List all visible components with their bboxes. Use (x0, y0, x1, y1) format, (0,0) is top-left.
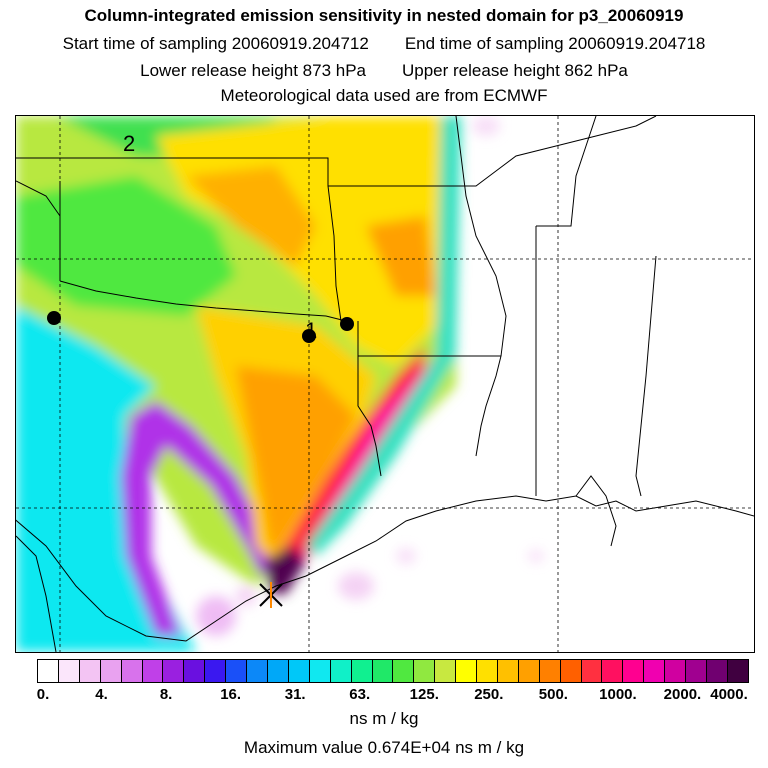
end-time: End time of sampling 20060919.204718 (404, 34, 706, 53)
colorbar-cell (539, 660, 561, 682)
colorbar-cell (560, 660, 582, 682)
colorbar-units: ns m / kg (349, 709, 419, 728)
colorbar-cell (497, 660, 519, 682)
colorbar-cell (602, 660, 624, 682)
boundary-ms-river (455, 116, 507, 357)
colorbar-cell (38, 660, 59, 682)
release-heights: Lower release height 873 hPa Upper releas… (0, 61, 768, 81)
colorbar-cell (163, 660, 185, 682)
station-marker-east (340, 317, 354, 331)
field-east-edge (306, 116, 461, 556)
colorbar-tick-label: 125. (409, 686, 439, 703)
colorbar-cell (351, 660, 373, 682)
field-green-west (16, 176, 236, 316)
colorbar-tick-label: 16. (220, 686, 242, 703)
field-dark-core (264, 546, 306, 594)
colorbar-cell (456, 660, 478, 682)
colorbar-cell (100, 660, 122, 682)
colorbar-tick-label: 31. (284, 686, 306, 703)
colorbar-cell (267, 660, 289, 682)
marker-label-2: 2 (123, 131, 135, 156)
colorbar-cell (623, 660, 645, 682)
colorbar-cell (184, 660, 206, 682)
boundary-ar-ms-top (536, 116, 597, 227)
upper-release-height: Upper release height 862 hPa (402, 61, 628, 80)
station-marker-west (47, 311, 61, 325)
colorbar-cell (226, 660, 248, 682)
boundary-ar-la (358, 355, 502, 457)
colorbar-cell (247, 660, 268, 682)
boundary-panhandle (16, 157, 329, 186)
colorbar-tick-label: 250. (474, 686, 504, 703)
colorbar-tick-label: 8. (159, 686, 173, 703)
colorbar-ticks: 0. 4. 8. 16. 31. 63. 125. 250. 500. 1000. 2000. 400… (37, 686, 749, 706)
colorbar-cell (686, 660, 707, 682)
field-magenta (121, 401, 276, 636)
start-time: Start time of sampling 20060919.204712 (62, 34, 369, 53)
boundary-red-river (59, 280, 347, 322)
field-orange-northeast (366, 216, 436, 296)
boundary-texas-west (16, 180, 61, 217)
colorbar-cell (581, 660, 603, 682)
colorbar-cell (518, 660, 540, 682)
colorbar-cell (288, 660, 310, 682)
colorbar-tick-label: 2000. (663, 686, 702, 703)
colorbar-cell (435, 660, 457, 682)
colorbar-cell (142, 660, 164, 682)
boundary-mobile-bay (575, 475, 617, 547)
colorbar-tick-label: 0. (36, 686, 50, 703)
colorbar-cell (309, 660, 331, 682)
sampling-times: Start time of sampling 20060919.204712 En… (0, 34, 768, 54)
met-data-source: Meteorological data used are from ECMWF (220, 86, 548, 105)
field-orange-corridor (236, 366, 356, 556)
sensitivity-speckles (196, 116, 544, 636)
sensitivity-field (16, 116, 461, 652)
map-canvas: 2 1 (16, 116, 754, 652)
station-marker-central (302, 329, 316, 343)
colorbar-tick-label: 4000. (710, 686, 748, 703)
station-markers: 2 1 (47, 131, 354, 343)
colorbar-cell (707, 660, 728, 682)
boundary-ok-east (327, 185, 342, 322)
colorbar (37, 659, 749, 683)
colorbar-tick-label: 63. (349, 686, 371, 703)
colorbar-tick-label: 1000. (599, 686, 637, 703)
colorbar-cell (372, 660, 394, 682)
marker-label-1: 1 (305, 318, 317, 343)
coastline (16, 495, 754, 642)
plot-title: Column-integrated emission sensitivity i… (84, 6, 684, 25)
colorbar-tick-label: 500. (538, 686, 568, 703)
colorbar-cell (58, 660, 80, 682)
colorbar-cell (727, 660, 748, 682)
maximum-value: Maximum value 0.674E+04 ns m / kg (243, 738, 525, 757)
lower-release-height: Lower release height 873 hPa (140, 61, 366, 80)
colorbar-tick-label: 4. (95, 686, 108, 703)
boundary-rio-grande (16, 535, 57, 652)
colorbar-cell (644, 660, 666, 682)
boundary-tx-la (357, 321, 382, 477)
boundary-ar-north (328, 116, 657, 187)
colorbar-cell (665, 660, 687, 682)
boundaries (16, 116, 754, 652)
release-location-marker (259, 582, 283, 608)
colorbar-cell (477, 660, 498, 682)
field-orange-north (186, 166, 316, 266)
colorbar-cell (121, 660, 143, 682)
colorbar-cell (393, 660, 415, 682)
colorbar-cell (205, 660, 227, 682)
sensitivity-map: 2 1 (15, 115, 755, 653)
colorbar-cell (330, 660, 352, 682)
colorbar-cell (414, 660, 436, 682)
colorbar-cell (79, 660, 101, 682)
boundary-al-ga (635, 255, 657, 497)
